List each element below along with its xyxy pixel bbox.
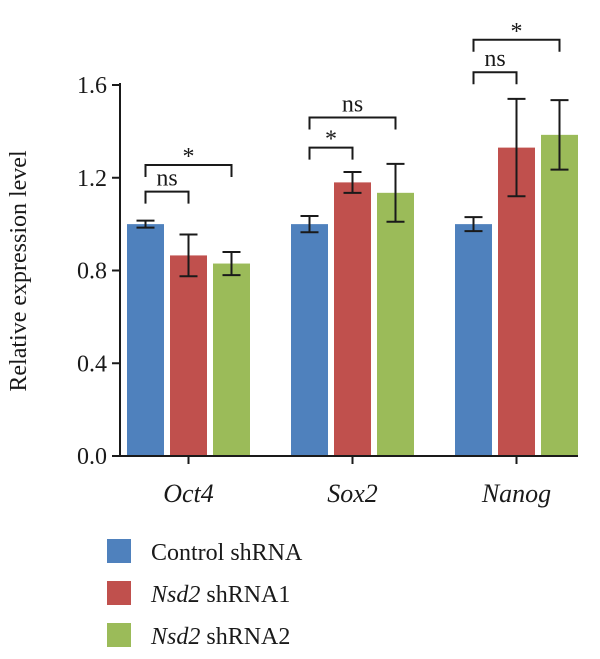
y-axis: 0.0 0.4 0.8 1.2 1.6 bbox=[77, 73, 121, 470]
significance-label: ns bbox=[156, 166, 177, 192]
x-category-label: Nanog bbox=[481, 479, 551, 508]
significance-bracket: ns bbox=[144, 166, 190, 204]
y-tick-label: 1.6 bbox=[77, 73, 107, 99]
legend-label-text: shRNA2 bbox=[200, 624, 290, 650]
bar-nanog-series-1 bbox=[455, 224, 492, 456]
y-axis-title: Relative expression level bbox=[6, 150, 32, 392]
error-bar bbox=[300, 215, 319, 234]
bar-sox2-series-2 bbox=[334, 182, 371, 456]
error-bar bbox=[343, 170, 362, 194]
legend-label: Nsd2 shRNA2 bbox=[150, 624, 290, 650]
error-bar bbox=[550, 99, 569, 171]
legend-item: Nsd2 shRNA1 bbox=[107, 581, 290, 608]
bars bbox=[127, 134, 578, 456]
legend-label-italic: Nsd2 bbox=[150, 624, 200, 650]
error-bars bbox=[136, 97, 569, 278]
legend-label-text: shRNA1 bbox=[200, 582, 290, 608]
legend-label: Nsd2 shRNA1 bbox=[150, 582, 290, 608]
error-bar bbox=[179, 233, 198, 278]
bar-sox2-series-1 bbox=[291, 224, 328, 456]
legend-label-text: Control shRNA bbox=[151, 540, 303, 566]
significance-label: ns bbox=[342, 91, 363, 117]
significance-label: ns bbox=[484, 46, 505, 72]
bar-sox2-series-3 bbox=[377, 192, 414, 456]
bar-oct4-series-1 bbox=[127, 224, 164, 456]
bar-nanog-series-3 bbox=[541, 134, 578, 456]
legend-swatch bbox=[107, 581, 131, 605]
significance-bracket: * bbox=[472, 19, 561, 52]
x-axis: Oct4 Sox2 Nanog bbox=[120, 455, 578, 508]
y-tick-label: 0.0 bbox=[77, 444, 107, 470]
legend-item: Nsd2 shRNA2 bbox=[107, 623, 290, 650]
y-tick-label: 1.2 bbox=[77, 166, 107, 192]
significance-bracket: ns bbox=[472, 46, 518, 85]
error-bar bbox=[136, 219, 155, 229]
y-tick-label: 0.4 bbox=[77, 351, 107, 377]
significance-bracket: * bbox=[144, 144, 233, 177]
legend-label: Control shRNA bbox=[151, 540, 303, 566]
error-bar bbox=[386, 162, 405, 223]
error-bar bbox=[222, 250, 241, 277]
legend-label-italic: Nsd2 bbox=[150, 582, 200, 608]
bar-nanog-series-2 bbox=[498, 147, 535, 456]
x-category-label: Oct4 bbox=[163, 479, 214, 508]
legend-swatch bbox=[107, 623, 131, 647]
significance-label: * bbox=[183, 144, 195, 170]
error-bar bbox=[507, 97, 526, 198]
error-bar bbox=[464, 216, 483, 233]
y-tick-label: 0.8 bbox=[77, 259, 107, 285]
bar-oct4-series-3 bbox=[213, 263, 250, 456]
x-category-label: Sox2 bbox=[327, 479, 378, 508]
significance-label: * bbox=[325, 127, 337, 153]
bar-oct4-series-2 bbox=[170, 255, 207, 456]
legend-item: Control shRNA bbox=[107, 539, 303, 566]
legend-swatch bbox=[107, 539, 131, 563]
significance-bracket: * bbox=[308, 127, 354, 160]
significance-bracket: ns bbox=[308, 91, 397, 130]
significance-label: * bbox=[511, 19, 523, 45]
